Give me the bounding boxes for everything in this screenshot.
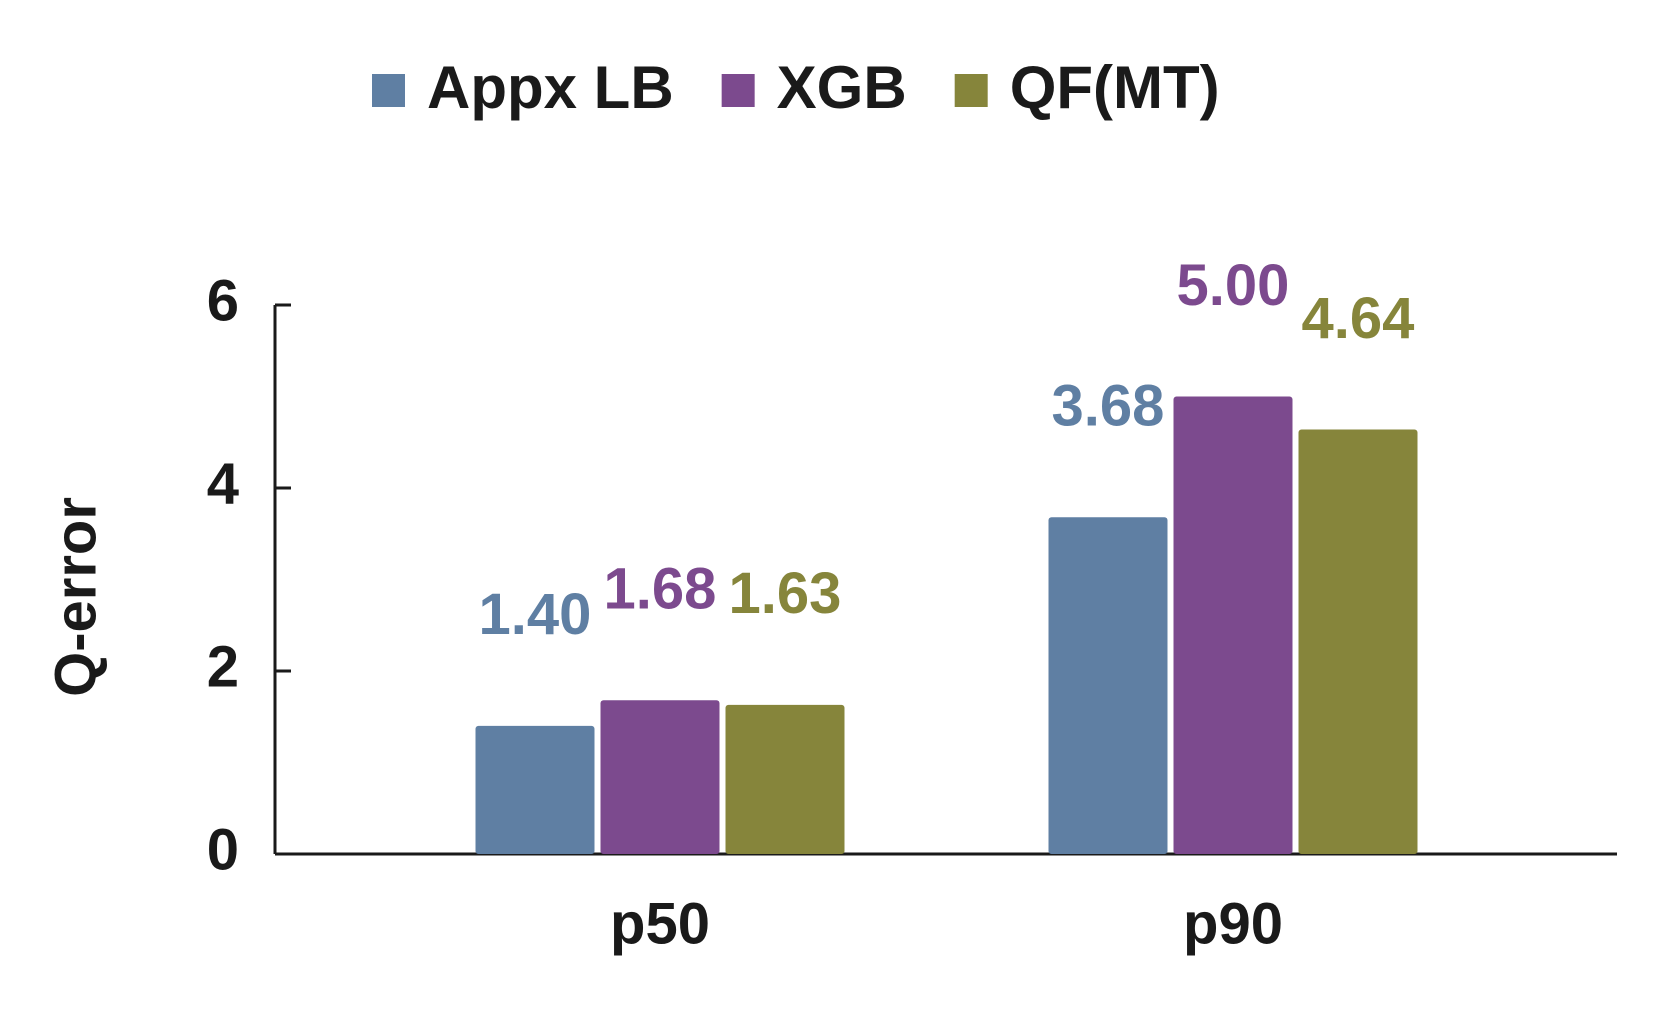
value-label: 3.68	[1052, 374, 1165, 439]
y-axis-title: Q-error	[43, 497, 108, 697]
bar	[600, 700, 720, 854]
value-label: 1.68	[604, 557, 717, 622]
x-tick-label: p50	[610, 891, 710, 956]
value-label: 4.64	[1302, 286, 1415, 351]
y-tick-label: 4	[207, 451, 239, 516]
bar	[475, 725, 595, 854]
value-label: 1.63	[729, 561, 842, 626]
legend-swatch	[954, 74, 988, 107]
legend-swatch	[372, 74, 405, 107]
y-tick-label: 2	[207, 634, 239, 699]
bar	[1048, 517, 1168, 854]
bar	[1298, 429, 1418, 854]
legend-label: QF(MT)	[1010, 54, 1220, 121]
y-tick-label: 6	[207, 268, 239, 333]
legend-label: XGB	[777, 54, 907, 121]
value-label: 1.40	[479, 582, 592, 647]
x-tick-label: p90	[1183, 891, 1283, 956]
bar	[1173, 396, 1293, 854]
y-tick-label: 0	[207, 817, 239, 882]
bar	[725, 704, 845, 854]
legend-swatch	[721, 74, 755, 107]
legend-label: Appx LB	[427, 54, 674, 121]
value-label: 5.00	[1177, 253, 1290, 318]
